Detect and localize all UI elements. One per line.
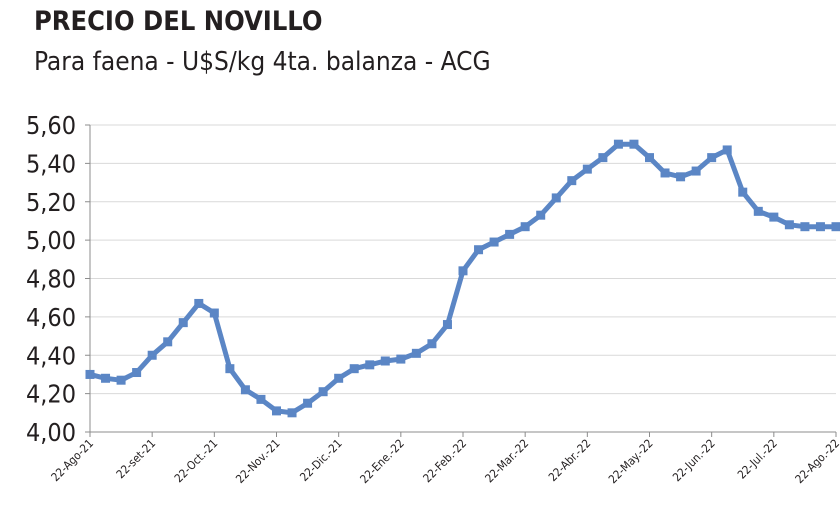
data-point [567, 176, 577, 186]
x-tick-label: 22-May.-22 [606, 436, 656, 486]
data-point [380, 356, 390, 366]
y-tick-label: 4,20 [26, 380, 76, 409]
data-point [318, 387, 328, 397]
x-tick-label: 22-Jun.-22 [670, 436, 718, 484]
chart-title: PRECIO DEL NOVILLO [34, 6, 322, 37]
data-point [520, 222, 530, 232]
x-tick-label: 22-Nov.-21 [233, 436, 283, 486]
x-tick-label: 22-set-21 [113, 436, 158, 481]
y-tick-label: 5,40 [26, 149, 76, 178]
data-point [427, 339, 437, 349]
data-point [334, 373, 344, 383]
data-point [303, 398, 313, 408]
data-point [272, 406, 281, 416]
data-point [365, 360, 375, 370]
x-tick-label: 22-Ago.-22 [792, 436, 840, 486]
x-tick-label: 22-Oct.-21 [171, 436, 220, 485]
data-point [691, 166, 701, 176]
y-tick-label: 4,00 [26, 418, 76, 447]
data-point [256, 394, 266, 404]
data-point [442, 320, 452, 330]
data-point [209, 308, 219, 318]
data-point [800, 222, 810, 232]
data-point [349, 364, 359, 374]
data-point [536, 210, 546, 220]
y-tick-label: 4,60 [26, 303, 76, 332]
x-tick-label: 22-Jul.-22 [735, 436, 780, 481]
x-tick-label: 22-Mar.-22 [482, 436, 531, 485]
data-point [287, 408, 297, 418]
data-point [660, 168, 670, 178]
data-point [722, 145, 732, 155]
data-point [458, 266, 468, 276]
data-point [769, 212, 779, 222]
y-tick-label: 4,80 [26, 265, 76, 294]
data-point [707, 153, 717, 163]
data-point [598, 153, 608, 163]
x-tick-label: 22-Ene.-22 [357, 436, 407, 486]
x-tick-label: 22-Dic.-21 [297, 436, 345, 484]
data-point [225, 364, 235, 374]
data-point [194, 298, 204, 308]
y-tick-label: 5,20 [26, 188, 76, 217]
data-point [738, 187, 748, 197]
data-point [582, 164, 592, 174]
data-point [85, 369, 95, 379]
data-point [240, 385, 250, 395]
x-tick-label: 22-Abr.-22 [546, 436, 594, 484]
data-point [676, 172, 686, 182]
data-point [613, 139, 623, 149]
x-tick-label: 22-Feb.-22 [420, 436, 469, 485]
data-point [396, 354, 406, 364]
data-point [815, 222, 825, 232]
y-tick-label: 5,60 [26, 111, 76, 140]
data-point [784, 220, 794, 230]
data-point [629, 139, 639, 149]
data-point [474, 245, 484, 255]
y-tick-label: 4,40 [26, 341, 76, 370]
data-point [178, 318, 188, 328]
data-point [163, 337, 173, 347]
data-point [551, 193, 561, 203]
data-point [831, 222, 840, 232]
data-point [116, 375, 126, 385]
data-point [645, 153, 654, 163]
y-tick-label: 5,00 [26, 226, 76, 255]
data-point [411, 348, 421, 358]
data-point [147, 350, 157, 360]
data-point [505, 229, 515, 239]
data-point [132, 368, 142, 378]
data-point [753, 206, 763, 216]
chart-subtitle: Para faena - U$S/kg 4ta. balanza - ACG [34, 47, 491, 77]
data-point [101, 373, 111, 383]
data-point [489, 237, 499, 247]
